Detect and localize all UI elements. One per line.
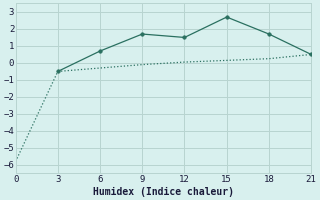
X-axis label: Humidex (Indice chaleur): Humidex (Indice chaleur)	[93, 186, 234, 197]
